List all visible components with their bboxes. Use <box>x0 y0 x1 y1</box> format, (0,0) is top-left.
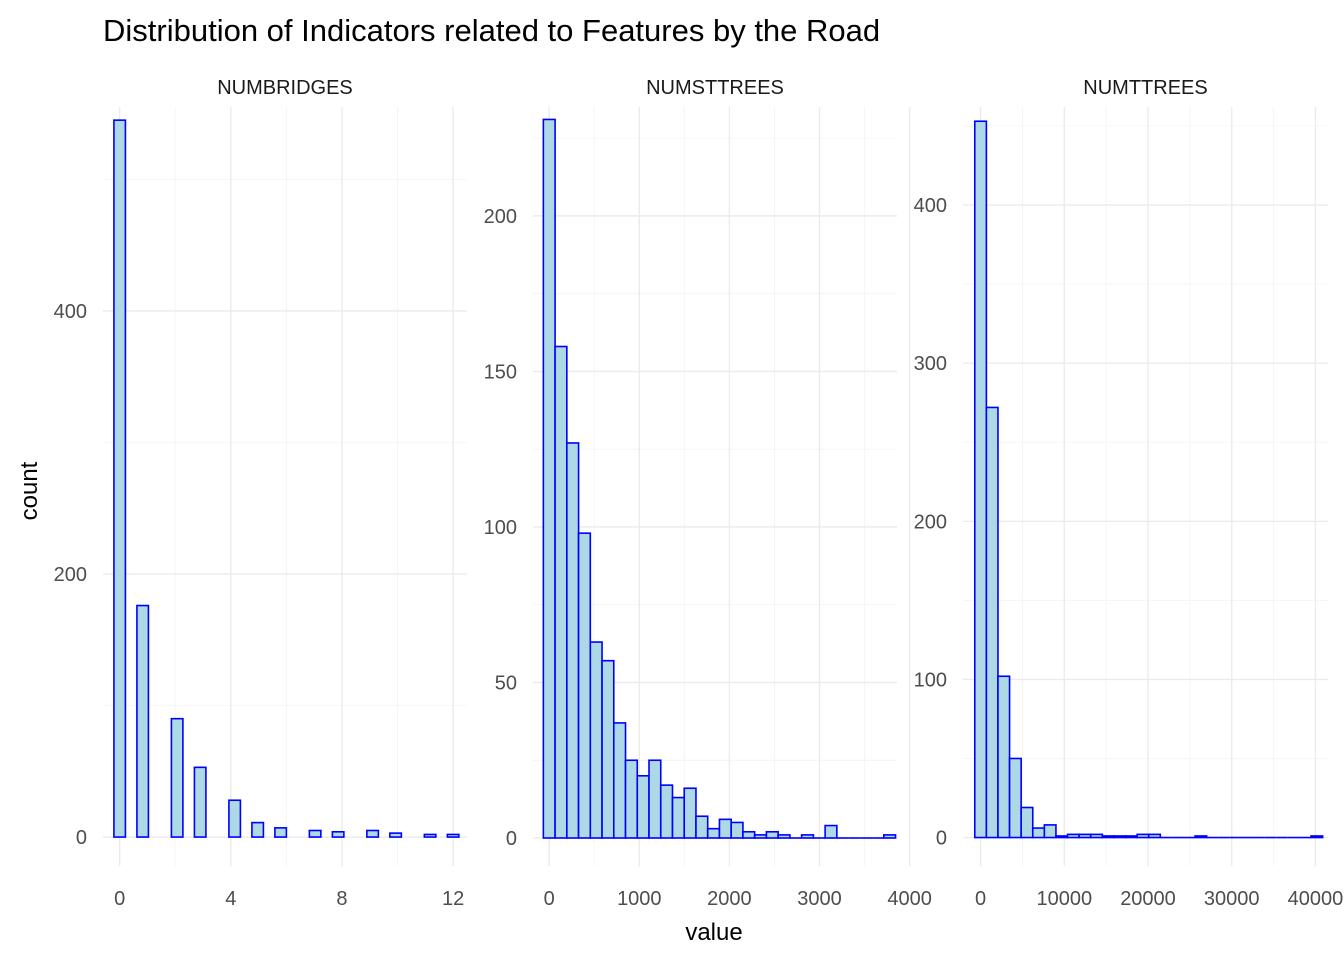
y-tick-label: 200 <box>484 206 517 228</box>
y-axis-title: count <box>16 461 43 520</box>
histogram-bar <box>800 834 815 839</box>
histogram-bar <box>566 442 580 839</box>
histogram-bar <box>366 829 380 838</box>
x-tick-label: 3000 <box>797 888 842 910</box>
histogram-bar <box>193 766 207 838</box>
histogram-bar <box>228 799 242 838</box>
histogram-bar <box>1043 824 1057 839</box>
histogram-bar <box>1066 833 1080 839</box>
histogram-bar <box>1055 835 1069 839</box>
x-tick-label: 40000 <box>1288 888 1344 910</box>
x-tick-label: 4 <box>225 888 236 910</box>
facet-strip-label: NUMTTREES <box>1083 77 1207 99</box>
histogram-bar <box>985 406 999 839</box>
y-tick-label: 400 <box>54 301 87 323</box>
histogram-bar <box>648 759 662 839</box>
histogram-bar <box>730 821 744 839</box>
histogram-bar <box>659 784 674 839</box>
histogram-bar <box>671 796 686 839</box>
y-tick-label: 200 <box>914 511 947 533</box>
histogram-bar <box>695 815 709 839</box>
histogram-bar <box>742 830 756 839</box>
histogram-bar <box>973 120 988 839</box>
histogram-bar <box>331 830 345 838</box>
y-tick-label: 100 <box>914 669 947 691</box>
histogram-bar <box>274 827 288 838</box>
histogram-bar <box>1113 835 1127 839</box>
x-tick-label: 0 <box>975 888 986 910</box>
histogram-bar <box>1078 833 1092 839</box>
x-tick-label: 0 <box>544 888 555 910</box>
y-tick-label: 300 <box>914 353 947 375</box>
facet-numttrees: 0 10000 20000 30000 40000 0 100 200 300 400 NUMTTR… <box>914 77 1344 910</box>
histogram-bar <box>883 834 897 839</box>
histogram-bar <box>308 829 322 838</box>
x-tick-label: 20000 <box>1120 888 1176 910</box>
histogram-bar <box>446 833 460 838</box>
histogram-bar <box>718 818 732 839</box>
histogram-bar <box>753 834 768 839</box>
x-tick-label: 8 <box>336 888 347 910</box>
histogram-bar <box>824 824 838 839</box>
histogram-bar <box>113 119 127 838</box>
histogram-bar <box>542 118 556 839</box>
facet-strip-label: NUMSTTREES <box>646 77 784 99</box>
y-tick-label: 0 <box>76 827 87 849</box>
chart-title: Distribution of Indicators related to Fe… <box>103 13 880 48</box>
y-tick-label: 0 <box>936 828 947 850</box>
y-tick-label: 200 <box>54 564 87 586</box>
histogram-bar <box>765 830 779 839</box>
histogram-bar <box>251 821 265 838</box>
x-tick-label: 10000 <box>1036 888 1092 910</box>
x-tick-label: 2000 <box>707 888 752 910</box>
histogram-bar <box>136 604 150 838</box>
y-tick-label: 0 <box>506 828 517 850</box>
histogram-bar <box>1089 833 1104 839</box>
histogram-bar <box>601 659 615 839</box>
histogram-bar <box>706 827 721 839</box>
facet-numbridges: 0 4 8 12 0 200 400 NUMBRIDGES <box>54 77 467 910</box>
x-tick-label: 12 <box>442 888 464 910</box>
histogram-bar <box>1008 757 1022 839</box>
facet-numsttrees: 0 1000 2000 3000 4000 0 50 100 150 200 NUMSTTREES <box>484 77 932 910</box>
histogram-bar <box>1101 835 1115 839</box>
x-tick-label: 1000 <box>617 888 662 910</box>
y-tick-label: 50 <box>495 672 517 694</box>
histogram-bar <box>1031 827 1046 839</box>
y-tick-label: 100 <box>484 517 517 539</box>
histogram-bar <box>577 532 592 839</box>
y-tick-label: 150 <box>484 361 517 383</box>
x-tick-label: 4000 <box>887 888 932 910</box>
x-tick-label: 0 <box>114 888 125 910</box>
x-tick-label: 30000 <box>1204 888 1260 910</box>
facet-strip-label: NUMBRIDGES <box>217 77 353 99</box>
histogram-bar <box>1020 806 1034 839</box>
histogram-bar <box>1194 835 1208 839</box>
histogram-bar <box>777 834 791 839</box>
histogram-bar <box>612 722 627 839</box>
histogram-bar <box>1310 835 1324 839</box>
x-axis-title: value <box>685 919 742 946</box>
histogram-bar <box>554 345 568 839</box>
histogram-bar <box>170 717 184 838</box>
histogram-bar <box>997 675 1011 839</box>
histogram-bar <box>1124 835 1138 839</box>
histogram-bar <box>624 759 639 839</box>
y-tick-label: 400 <box>914 195 947 217</box>
histogram-bar <box>423 833 437 838</box>
histogram-bar <box>1147 833 1162 839</box>
histogram-bar <box>683 787 697 839</box>
histogram-bar <box>589 641 603 839</box>
histogram-bar <box>389 832 403 838</box>
histogram-bar <box>636 774 650 839</box>
histogram-bar <box>1136 833 1150 839</box>
